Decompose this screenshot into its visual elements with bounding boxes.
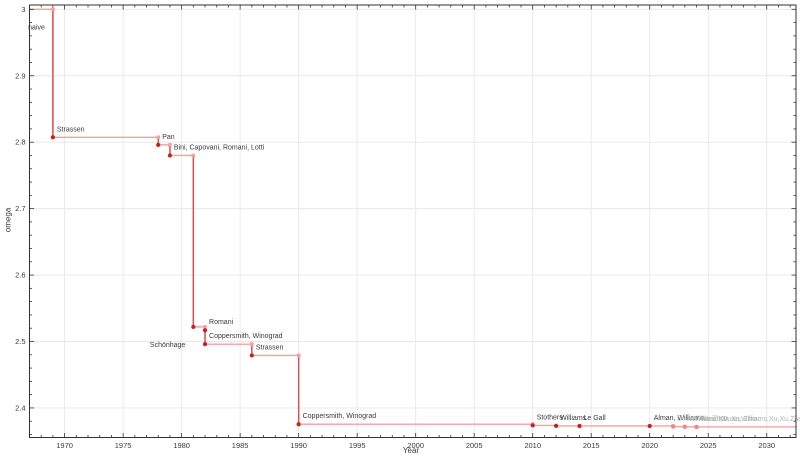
x-tick-label: 1975 xyxy=(115,441,132,450)
data-point-label: Coppersmith, Winograd xyxy=(209,333,283,340)
data-point xyxy=(156,142,161,147)
data-point xyxy=(191,324,196,329)
data-point-label: naive xyxy=(28,24,45,31)
y-tick-label: 2.7 xyxy=(15,204,25,213)
plot-border xyxy=(29,4,797,438)
data-point-label: Williams, Xu, Xu, Zhou xyxy=(689,416,760,423)
x-tick-label: 2020 xyxy=(641,441,658,450)
x-tick-label: 2010 xyxy=(524,441,541,450)
y-tick-label: 3 xyxy=(21,5,25,14)
data-point-label: Strassen xyxy=(57,126,85,133)
x-axis-label: Year xyxy=(402,446,420,455)
x-tick-label: 1970 xyxy=(56,441,73,450)
data-point xyxy=(249,353,254,358)
y-tick-label: 2.5 xyxy=(15,337,25,346)
data-point-label: Alman,Duan,Williams,Xu,Xu,Zhou xyxy=(701,416,800,423)
data-point-label: Le Gall xyxy=(584,415,607,422)
corner-marker xyxy=(156,135,161,140)
y-tick-label: 2.6 xyxy=(15,271,25,280)
data-point-label: Williams xyxy=(560,415,587,422)
data-point xyxy=(296,422,301,427)
x-tick-label: 2005 xyxy=(466,441,483,450)
x-tick-label: 2025 xyxy=(700,441,717,450)
y-tick-label: 2.4 xyxy=(15,403,25,412)
data-point xyxy=(50,135,56,140)
data-point-label: Alman, Williams xyxy=(654,415,704,422)
data-point xyxy=(694,424,699,430)
data-point xyxy=(202,328,208,333)
corner-marker xyxy=(51,7,55,12)
data-point-label: Schönhage xyxy=(150,342,186,349)
data-point xyxy=(671,424,676,429)
x-tick-label: 1985 xyxy=(232,441,249,450)
data-point xyxy=(554,423,559,429)
x-tick-label: 2000 xyxy=(407,441,424,450)
corner-marker xyxy=(203,325,207,329)
data-point-label: Strassen xyxy=(256,344,284,351)
corner-marker xyxy=(296,353,301,358)
data-point xyxy=(167,153,173,158)
corner-marker xyxy=(191,153,196,158)
data-point-label: Duan, Wu, Zhou xyxy=(677,416,728,423)
data-point-label: Stothers xyxy=(537,414,564,421)
y-tick-label: 2.8 xyxy=(15,138,25,147)
data-point-label: Romani xyxy=(209,319,234,326)
data-point xyxy=(647,423,652,429)
corner-marker xyxy=(168,143,172,147)
x-tick-label: 1990 xyxy=(290,441,307,450)
x-tick-label: 2015 xyxy=(583,441,600,450)
corner-marker xyxy=(250,342,254,346)
data-point-label: Pan xyxy=(162,134,175,141)
data-point xyxy=(530,423,535,428)
y-axis-label: omega xyxy=(3,207,13,233)
data-point-label: Bini, Capovani, Romani, Lotti xyxy=(174,144,265,151)
x-tick-label: 1995 xyxy=(349,441,366,450)
y-tick-label: 2.9 xyxy=(15,71,25,80)
data-point-label: Coppersmith, Winograd xyxy=(303,413,377,420)
data-point xyxy=(202,342,208,347)
step-line xyxy=(29,8,796,428)
data-point xyxy=(682,424,687,429)
x-tick-label: 2030 xyxy=(758,441,775,450)
data-point xyxy=(577,423,582,429)
x-tick-label: 1980 xyxy=(173,441,190,450)
